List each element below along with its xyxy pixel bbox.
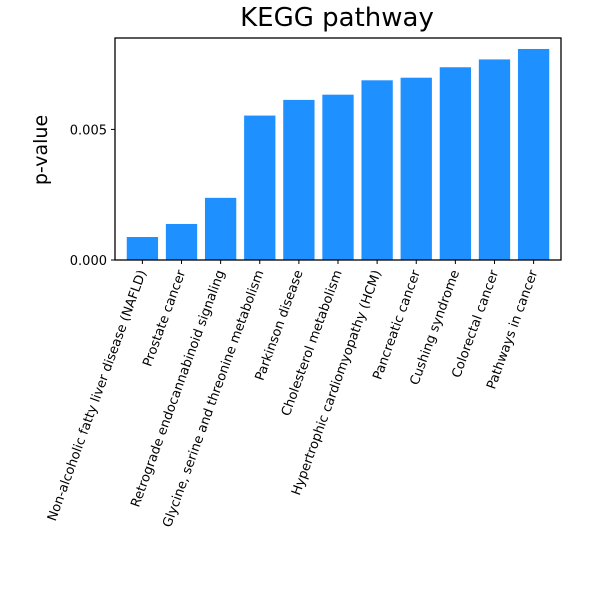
bar	[517, 48, 550, 260]
bar	[361, 80, 393, 260]
bar	[478, 59, 511, 260]
y-tick-label: 0.005	[70, 123, 107, 138]
x-tick-label: Prostate cancer	[140, 268, 189, 369]
chart-title: KEGG pathway	[240, 3, 434, 33]
bar	[244, 115, 276, 260]
bar	[126, 237, 159, 260]
bar	[400, 77, 432, 260]
bar	[204, 197, 237, 260]
y-ticks-group: 0.000 0.005	[70, 123, 115, 269]
bar	[165, 223, 198, 260]
bar	[322, 94, 354, 261]
plot-frame	[114, 37, 562, 261]
y-axis-label: p-value	[30, 115, 52, 185]
x-ticks-group: Non-alcoholic fatty liver disease (NAFLD…	[45, 260, 542, 529]
bar	[439, 67, 472, 260]
y-tick-label: 0.000	[70, 254, 107, 269]
bars-group	[126, 48, 550, 261]
bar	[283, 99, 315, 261]
